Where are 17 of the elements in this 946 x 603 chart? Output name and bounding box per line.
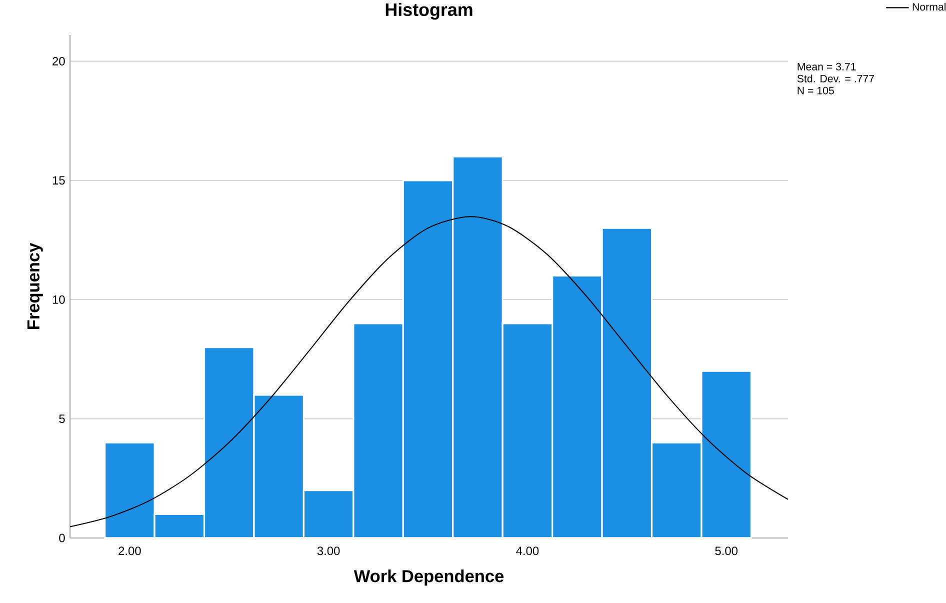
- y-axis-title: Frequency: [27, 242, 43, 329]
- x-tick-label: 4.00: [516, 546, 539, 556]
- y-tick-label: 0: [59, 534, 65, 542]
- x-tick-label: 5.00: [715, 546, 738, 556]
- x-tick-label: 2.00: [118, 546, 141, 556]
- line-series: [69, 216, 789, 528]
- text: N = 105: [798, 86, 834, 94]
- y-tick-label: 15: [52, 176, 65, 185]
- legend-label: Normal: [912, 2, 946, 11]
- y-tick-label: 5: [59, 414, 65, 423]
- chart-title: Histogram: [386, 2, 472, 20]
- x-tick-label: 3.00: [317, 546, 340, 556]
- x-axis-title: Work Dependence: [354, 570, 504, 586]
- y-tick-label: 20: [52, 56, 65, 66]
- text: Std. Dev. = .777: [797, 74, 874, 82]
- y-tick-label: 10: [52, 295, 65, 304]
- text: Mean = 3.71: [798, 62, 856, 70]
